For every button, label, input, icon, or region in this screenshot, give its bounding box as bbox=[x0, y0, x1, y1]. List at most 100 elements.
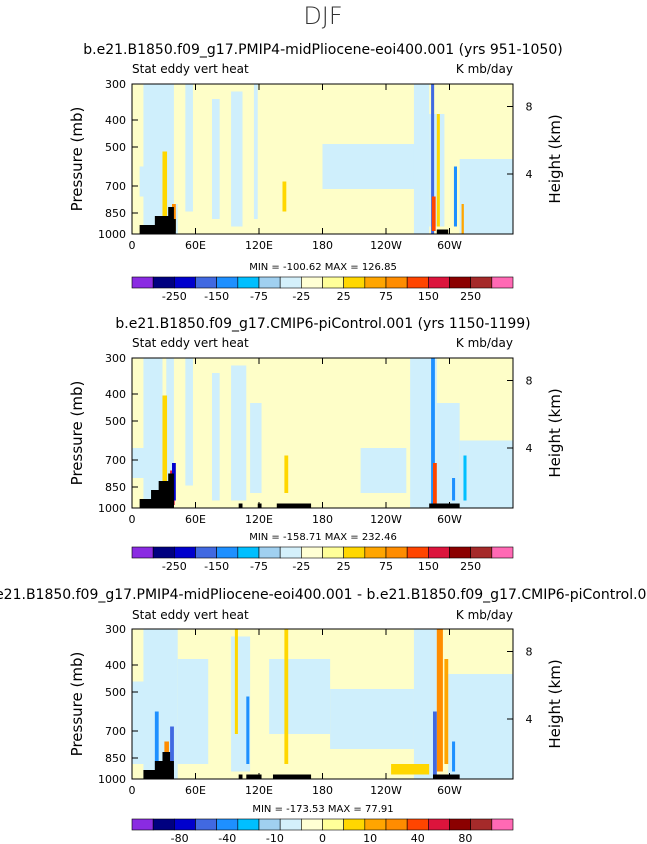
colorbar-swatch bbox=[279, 276, 302, 289]
y-tick-label: 300 bbox=[105, 352, 126, 365]
colorbar-swatch bbox=[343, 276, 366, 289]
heatmap-region bbox=[185, 358, 193, 486]
colorbar-swatch bbox=[385, 276, 408, 289]
x-tick-label: 120W bbox=[370, 513, 402, 526]
colorbar-swatch bbox=[470, 546, 493, 559]
colorbar-label: 150 bbox=[418, 560, 439, 573]
panel-1-units-label: K mb/day bbox=[456, 62, 513, 76]
colorbar-swatch bbox=[322, 276, 344, 289]
colorbar-label: -40 bbox=[218, 832, 236, 844]
colorbar-swatch bbox=[279, 818, 302, 831]
y-tick-label: 300 bbox=[105, 78, 126, 91]
heatmap-feature bbox=[431, 358, 435, 508]
heatmap-feature bbox=[431, 84, 435, 234]
heatmap-region bbox=[212, 99, 220, 219]
panel-1-y2-axis-title: Height (km) bbox=[546, 114, 564, 203]
y-tick-label: 700 bbox=[105, 725, 126, 738]
topography-mask bbox=[276, 503, 312, 508]
y-tick-label: 850 bbox=[105, 752, 126, 765]
panel-3-min-max: MIN = -173.53 MAX = 77.91 bbox=[252, 804, 393, 815]
heatmap-feature bbox=[463, 455, 467, 501]
x-tick-label: 0 bbox=[129, 784, 136, 797]
panel-3-x-ticks: 0 60E 120E 180 120W 60W bbox=[129, 629, 462, 797]
colorbar-swatch bbox=[237, 276, 260, 289]
colorbar-swatch bbox=[449, 546, 471, 559]
heatmap-region bbox=[253, 84, 258, 219]
topography-mask bbox=[272, 774, 312, 779]
topography-mask bbox=[139, 225, 171, 234]
heatmap-region bbox=[166, 358, 174, 493]
heatmap-region bbox=[185, 84, 193, 212]
heatmap-region bbox=[459, 440, 513, 508]
topography-mask bbox=[162, 752, 171, 779]
colorbar-swatch bbox=[322, 818, 344, 831]
panel-1-x-ticks: 0 60E 120E 180 120W 60W bbox=[129, 84, 462, 252]
y2-tick-label: 4 bbox=[526, 168, 533, 181]
x-tick-label: 0 bbox=[129, 239, 136, 252]
x-tick-label: 120E bbox=[245, 239, 273, 252]
heatmap-region bbox=[132, 448, 155, 478]
panel-2-y-ticks: 300 400 500 700 850 1000 bbox=[98, 352, 138, 515]
x-tick-label: 180 bbox=[312, 513, 333, 526]
topography-mask bbox=[238, 774, 243, 779]
heatmap-region bbox=[322, 144, 430, 189]
panel-2-units-label: K mb/day bbox=[456, 336, 513, 350]
panel-2-y2-ticks: 84 bbox=[507, 375, 533, 455]
heatmap-feature bbox=[154, 711, 159, 772]
panel-2-colorbar: -250 -150 -75 -25 25 75 150 250 bbox=[131, 546, 514, 573]
colorbar-label: 250 bbox=[460, 560, 481, 573]
heatmap-feature bbox=[282, 181, 287, 212]
x-tick-label: 60E bbox=[185, 784, 206, 797]
colorbar-swatch bbox=[364, 276, 387, 289]
colorbar-swatch bbox=[216, 546, 239, 559]
panel-3-title: b.e21.B1850.f09_g17.PMIP4-midPliocene-eo… bbox=[0, 587, 647, 603]
y2-tick-label: 4 bbox=[526, 442, 533, 455]
panel-3-y-axis-title: Pressure (mb) bbox=[68, 652, 86, 757]
colorbar-swatch bbox=[258, 546, 281, 559]
colorbar-label: -150 bbox=[204, 560, 229, 573]
panel-1-field-label: Stat eddy vert heat bbox=[132, 62, 249, 76]
y-tick-label: 850 bbox=[105, 207, 126, 220]
x-tick-label: 180 bbox=[312, 784, 333, 797]
colorbar-swatch bbox=[428, 818, 450, 831]
y2-tick-label: 8 bbox=[526, 101, 533, 114]
panel-2-x-ticks: 0 60E 120E 180 120W 60W bbox=[129, 358, 462, 526]
heatmap-region bbox=[132, 681, 155, 764]
colorbar-swatch bbox=[364, 818, 387, 831]
topography-mask bbox=[432, 774, 460, 779]
colorbar-label: 75 bbox=[379, 560, 393, 573]
heatmap-feature bbox=[162, 151, 168, 227]
y-tick-label: 1000 bbox=[98, 228, 126, 241]
colorbar-swatch bbox=[449, 276, 471, 289]
y-tick-label: 700 bbox=[105, 454, 126, 467]
colorbar-label: -10 bbox=[266, 832, 284, 844]
heatmap-region bbox=[139, 166, 167, 197]
x-tick-label: 60E bbox=[185, 513, 206, 526]
heatmap-feature bbox=[284, 629, 289, 764]
heatmap-feature bbox=[284, 455, 289, 493]
topography-mask bbox=[436, 229, 449, 234]
x-tick-label: 60W bbox=[437, 513, 462, 526]
colorbar-swatch bbox=[279, 546, 302, 559]
colorbar-swatch bbox=[385, 818, 408, 831]
heatmap-feature bbox=[436, 114, 440, 227]
panel-1-colorbar: -250 -150 -75 -25 25 75 150 250 bbox=[131, 276, 514, 303]
x-tick-label: 120E bbox=[245, 513, 273, 526]
colorbar-label: 10 bbox=[363, 832, 377, 844]
colorbar-swatch bbox=[301, 546, 323, 559]
heatmap-region bbox=[436, 403, 460, 508]
panel-1-y2-ticks: 84 bbox=[507, 101, 533, 181]
colorbar-label: -25 bbox=[292, 560, 310, 573]
colorbar-swatch bbox=[216, 818, 239, 831]
topography-mask bbox=[429, 503, 460, 508]
heatmap-region bbox=[250, 403, 262, 493]
colorbar-swatch bbox=[195, 276, 217, 289]
panel-2-field-label: Stat eddy vert heat bbox=[132, 336, 249, 350]
panel-1-y-axis-title: Pressure (mb) bbox=[68, 107, 86, 212]
colorbar-swatch bbox=[343, 546, 366, 559]
y-tick-label: 300 bbox=[105, 623, 126, 636]
heatmap-feature bbox=[432, 711, 437, 776]
y-tick-label: 850 bbox=[105, 481, 126, 494]
y2-tick-label: 8 bbox=[526, 375, 533, 388]
panel-1: b.e21.B1850.f09_g17.PMIP4-midPliocene-eo… bbox=[68, 42, 564, 303]
